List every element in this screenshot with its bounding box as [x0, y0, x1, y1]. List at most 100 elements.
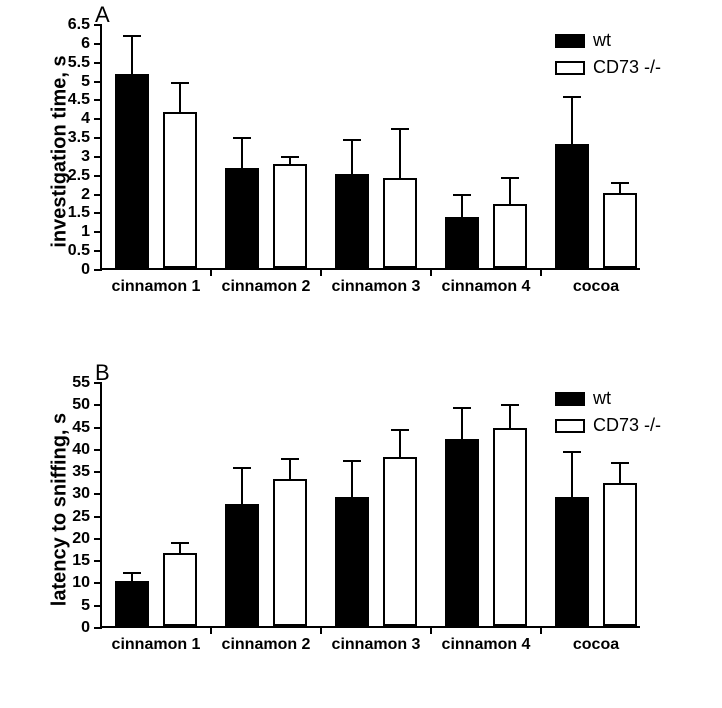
bar-ko [383, 457, 417, 626]
y-tick-label: 55 [72, 374, 90, 392]
y-tick-label: 3.5 [68, 129, 90, 147]
error-cap [391, 429, 409, 431]
y-tick-label: 6.5 [68, 16, 90, 34]
bar-ko [273, 479, 307, 626]
legend-item-ko: CD73 -/- [555, 57, 661, 78]
y-tick-label: 50 [72, 396, 90, 414]
legend-text-ko: CD73 -/- [593, 57, 661, 78]
y-tick-label: 5.5 [68, 54, 90, 72]
error-cap [611, 462, 629, 464]
bar-wt [335, 174, 369, 268]
bar-ko [383, 178, 417, 268]
error-cap [453, 407, 471, 409]
error-cap [233, 467, 251, 469]
bar-wt [115, 74, 149, 268]
error-bar [399, 129, 401, 180]
error-cap [611, 182, 629, 184]
x-tick [430, 268, 432, 276]
error-cap [281, 458, 299, 460]
error-bar [179, 543, 181, 554]
y-tick-label: 0.5 [68, 242, 90, 260]
y-tick [94, 471, 102, 473]
bar-ko [493, 204, 527, 268]
x-tick [210, 626, 212, 634]
error-bar [571, 97, 573, 144]
x-tick [540, 626, 542, 634]
y-tick-label: 2 [81, 186, 90, 204]
y-tick [94, 382, 102, 384]
y-tick [94, 493, 102, 495]
error-bar [461, 408, 463, 439]
y-tick-label: 3 [81, 148, 90, 166]
x-tick-label: cinnamon 2 [222, 636, 311, 654]
y-tick [94, 516, 102, 518]
x-tick [320, 268, 322, 276]
y-tick [94, 627, 102, 629]
error-cap [171, 82, 189, 84]
error-cap [453, 194, 471, 196]
y-tick-label: 25 [72, 508, 90, 526]
y-tick [94, 269, 102, 271]
y-tick [94, 582, 102, 584]
y-tick-label: 1 [81, 223, 90, 241]
legend-item-ko-b: CD73 -/- [555, 415, 661, 436]
error-bar [461, 195, 463, 218]
error-bar [131, 36, 133, 74]
y-tick [94, 24, 102, 26]
error-bar [241, 468, 243, 504]
y-tick-label: 15 [72, 552, 90, 570]
error-cap [391, 128, 409, 130]
x-tick [430, 626, 432, 634]
error-bar [179, 83, 181, 113]
bar-ko [163, 112, 197, 268]
error-bar [509, 178, 511, 206]
y-tick [94, 194, 102, 196]
bar-ko [493, 428, 527, 626]
error-bar [289, 157, 291, 166]
bar-wt [445, 439, 479, 626]
error-bar [619, 463, 621, 485]
error-cap [343, 139, 361, 141]
bar-ko [273, 164, 307, 268]
bar-wt [225, 504, 259, 627]
panel-a: A investigation time, s 00.511.522.533.5… [0, 0, 722, 340]
chart-a-legend: wt CD73 -/- [555, 30, 661, 84]
x-tick [210, 268, 212, 276]
error-bar [399, 430, 401, 459]
y-tick-label: 10 [72, 574, 90, 592]
legend-text-wt: wt [593, 30, 611, 51]
bar-wt [335, 497, 369, 626]
bar-ko [603, 483, 637, 626]
bar-wt [555, 144, 589, 268]
legend-swatch-wt [555, 34, 585, 48]
x-tick [320, 626, 322, 634]
error-cap [171, 542, 189, 544]
y-tick-label: 4 [81, 110, 90, 128]
x-tick-label: cinnamon 4 [442, 278, 531, 296]
x-tick-label: cinnamon 1 [112, 636, 201, 654]
y-tick [94, 449, 102, 451]
error-cap [501, 177, 519, 179]
error-bar [241, 138, 243, 168]
error-cap [501, 404, 519, 406]
error-bar [351, 140, 353, 174]
error-cap [563, 451, 581, 453]
y-tick-label: 0 [81, 261, 90, 279]
y-tick [94, 427, 102, 429]
figure-page: A investigation time, s 00.511.522.533.5… [0, 0, 722, 708]
x-tick-label: cinnamon 1 [112, 278, 201, 296]
y-tick-label: 4.5 [68, 91, 90, 109]
y-tick [94, 81, 102, 83]
bar-wt [445, 217, 479, 268]
error-bar [571, 452, 573, 497]
x-tick-label: cinnamon 4 [442, 636, 531, 654]
chart-b-legend: wt CD73 -/- [555, 388, 661, 442]
error-bar [289, 459, 291, 481]
legend-swatch-ko [555, 419, 585, 433]
chart-a-y-label: investigation time, s [49, 42, 72, 262]
bar-wt [115, 581, 149, 626]
error-cap [343, 460, 361, 462]
y-tick [94, 538, 102, 540]
bar-wt [555, 497, 589, 626]
y-tick-label: 30 [72, 485, 90, 503]
